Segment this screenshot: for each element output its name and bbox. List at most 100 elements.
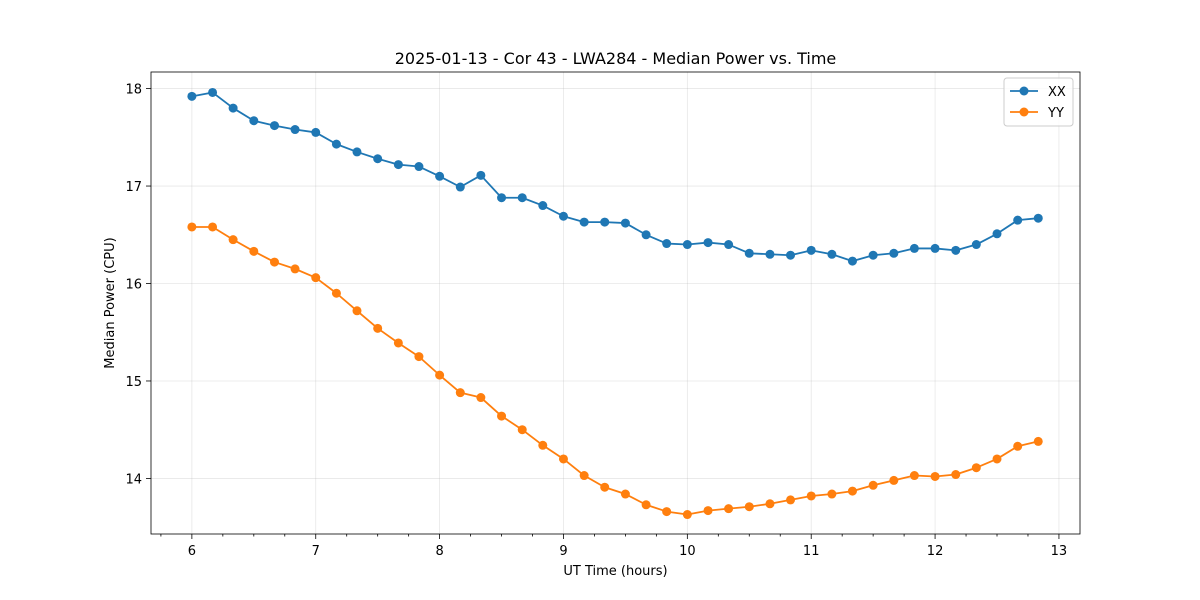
series-layer <box>187 87 1043 520</box>
y-axis-ticks: 14 15 16 17 18 <box>125 83 151 487</box>
y-tick-label: 18 <box>125 83 142 98</box>
series-xx-point <box>889 248 899 258</box>
y-tick-label: 14 <box>125 472 142 487</box>
x-tick-label: 12 <box>927 544 944 559</box>
series-xx-point <box>868 250 878 260</box>
series-xx-point <box>352 147 362 157</box>
series-yy-point <box>703 506 713 516</box>
series-xx-point <box>662 239 672 249</box>
series-xx-point <box>620 218 630 228</box>
series-yy-point <box>662 507 672 517</box>
series-xx-point <box>951 245 961 255</box>
series-xx-point <box>600 217 610 227</box>
series-yy-point <box>476 393 486 403</box>
series-xx-point <box>847 256 857 266</box>
series-yy-point <box>311 273 321 283</box>
series-xx-point <box>558 211 568 221</box>
series-yy-point <box>951 470 961 480</box>
series-yy-point <box>868 480 878 490</box>
legend-marker-yy <box>1019 107 1029 117</box>
series-yy-point <box>558 454 568 464</box>
legend-label-xx: XX <box>1048 85 1066 100</box>
series-xx-point <box>187 91 197 101</box>
series-xx-point <box>992 229 1002 239</box>
series-yy-point <box>352 306 362 316</box>
series-xx-point <box>765 249 775 259</box>
series-yy-point <box>579 471 589 481</box>
series-xx-point <box>909 243 919 253</box>
series-xx-point <box>744 248 754 258</box>
series-xx-point <box>1033 213 1043 223</box>
series-yy-point <box>909 471 919 481</box>
legend-entry-yy: YY <box>1010 106 1064 121</box>
series-yy-point <box>393 338 403 348</box>
grid <box>151 72 1080 534</box>
series-xx-point <box>249 116 259 126</box>
x-tick-label: 8 <box>435 544 443 559</box>
y-tick-label: 17 <box>125 180 142 195</box>
y-axis-label: Median Power (CPU) <box>103 237 118 368</box>
series-yy-point <box>269 257 279 267</box>
x-tick-label: 10 <box>679 544 696 559</box>
x-tick-label: 9 <box>559 544 567 559</box>
series-xx-point <box>641 230 651 240</box>
series-xx-point <box>228 103 238 113</box>
chart-title: 2025-01-13 - Cor 43 - LWA284 - Median Po… <box>395 49 837 68</box>
series-yy-point <box>786 495 796 505</box>
series-xx-point <box>455 182 465 192</box>
series-xx-point <box>827 249 837 259</box>
series-yy-point <box>620 489 630 499</box>
series-xx-point <box>971 240 981 250</box>
series-xx <box>187 87 1043 266</box>
series-yy-point <box>538 440 548 450</box>
series-yy-point <box>889 475 899 485</box>
series-yy-point <box>744 502 754 512</box>
series-xx-point <box>786 250 796 260</box>
series-xx-point <box>703 238 713 248</box>
series-yy-point <box>641 500 651 510</box>
y-tick-label: 15 <box>125 375 142 390</box>
series-xx-point <box>930 243 940 253</box>
series-yy-point <box>249 246 259 256</box>
series-xx-point <box>724 240 734 250</box>
series-yy-point <box>187 222 197 232</box>
series-yy-point <box>971 463 981 473</box>
series-xx-point <box>579 217 589 227</box>
series-xx-point <box>373 154 383 164</box>
x-tick-label: 7 <box>312 544 320 559</box>
series-yy-point <box>497 411 507 421</box>
series-yy-point <box>228 235 238 245</box>
x-tick-label: 6 <box>188 544 196 559</box>
series-yy-point <box>331 288 341 298</box>
series-xx-point <box>393 160 403 170</box>
series-xx-point <box>517 193 527 203</box>
series-xx-point <box>208 87 218 97</box>
legend: XX YY <box>1003 77 1074 127</box>
series-xx-point <box>476 170 486 180</box>
legend-label-yy: YY <box>1047 106 1064 121</box>
series-yy-point <box>1013 441 1023 451</box>
series-yy <box>187 222 1043 520</box>
series-yy-point <box>414 352 424 362</box>
legend-entry-xx: XX <box>1010 85 1066 100</box>
series-yy-point <box>1033 436 1043 446</box>
x-tick-label: 11 <box>803 544 820 559</box>
y-tick-label: 16 <box>125 278 142 293</box>
series-yy-point <box>208 222 218 232</box>
series-yy-point <box>806 491 816 501</box>
series-yy-point <box>600 482 610 492</box>
series-yy-point <box>827 489 837 499</box>
series-yy-point <box>290 264 300 274</box>
series-xx-point <box>538 201 548 211</box>
series-yy-point <box>724 504 734 514</box>
series-yy-point <box>930 471 940 481</box>
series-xx-point <box>497 193 507 203</box>
series-xx-point <box>414 162 424 172</box>
series-yy-point <box>455 388 465 398</box>
x-axis-label: UT Time (hours) <box>563 564 667 579</box>
series-xx-point <box>1013 215 1023 225</box>
series-xx-point <box>290 125 300 135</box>
legend-marker-xx <box>1019 86 1029 96</box>
